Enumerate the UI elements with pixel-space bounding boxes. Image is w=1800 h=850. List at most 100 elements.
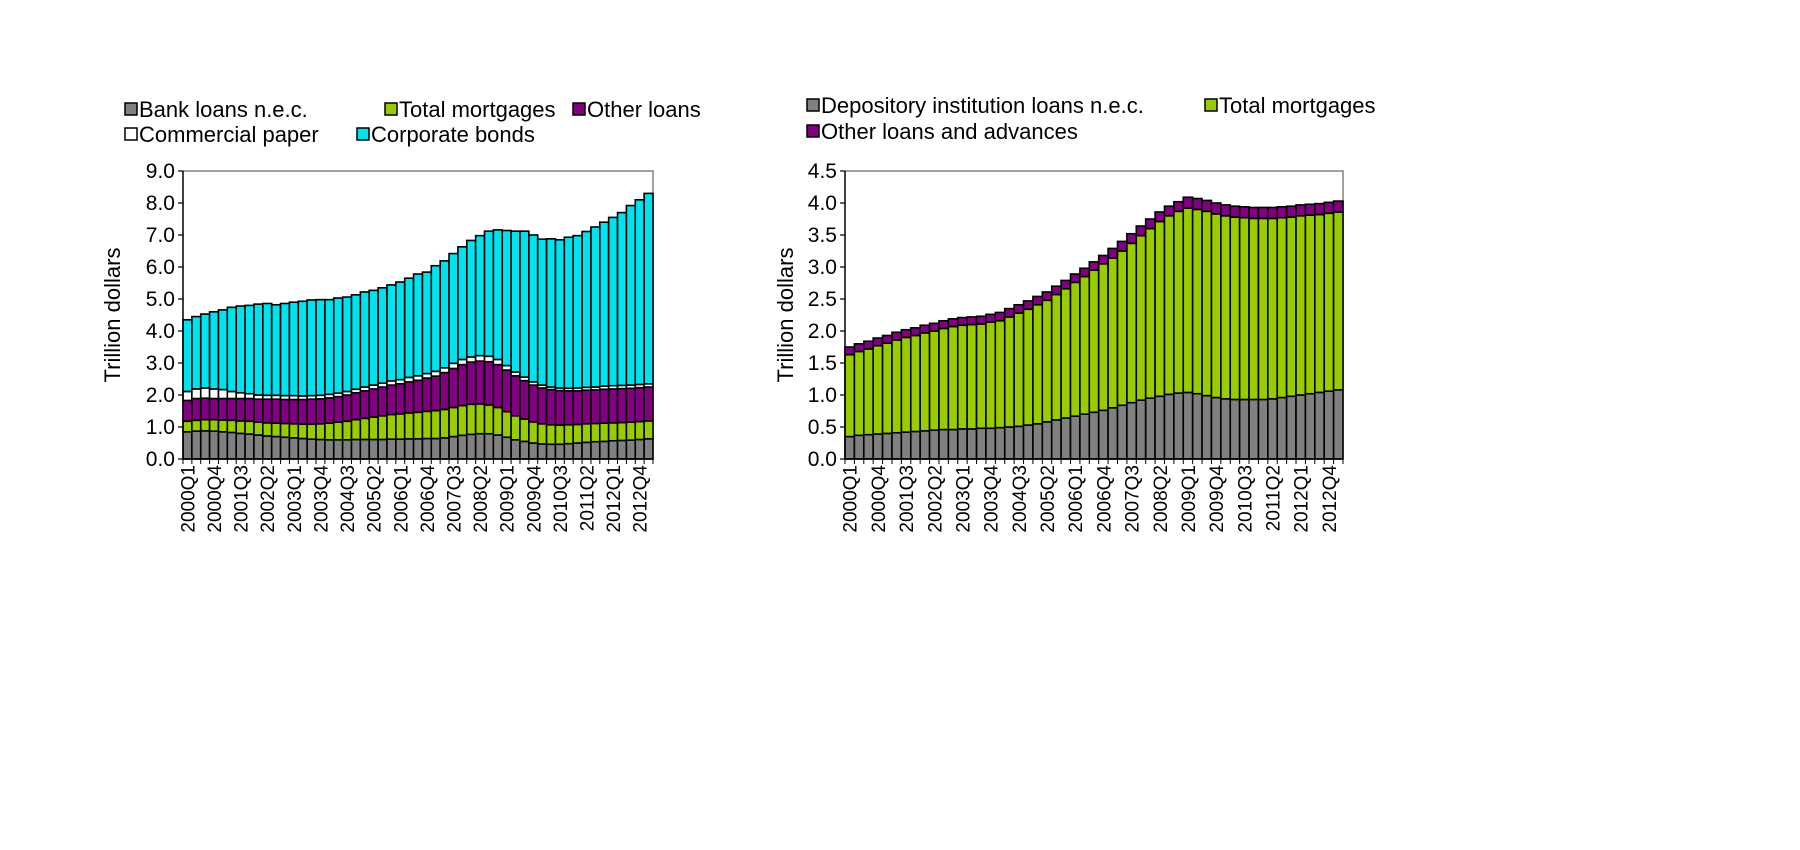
bar-segment-corporate-bonds xyxy=(536,238,548,386)
bar-segment-depository-institution-loans-n-e-c xyxy=(1135,399,1147,460)
bar-segment-bank-loans-n-e-c xyxy=(643,438,654,460)
bar-segment-bank-loans-n-e-c xyxy=(199,430,211,460)
bar-segment-other-loans-and-advances xyxy=(919,324,931,334)
bar-segment-corporate-bonds xyxy=(235,305,246,394)
bar-segment-total-mortgages xyxy=(386,413,397,440)
y-tick-label: 3.0 xyxy=(808,256,837,279)
bar-segment-total-mortgages xyxy=(598,422,610,443)
bar-segment-total-mortgages xyxy=(1050,293,1062,421)
bar-segment-total-mortgages xyxy=(844,353,856,438)
bar-segment-total-mortgages xyxy=(956,324,968,430)
bar-segment-depository-institution-loans-n-e-c xyxy=(947,428,959,460)
x-tick-label: 2011Q2 xyxy=(578,465,599,531)
bar-segment-depository-institution-loans-n-e-c xyxy=(1013,425,1025,460)
bar-segment-total-mortgages xyxy=(403,412,415,440)
bar-segment-total-mortgages xyxy=(572,423,583,444)
bar-segment-corporate-bonds xyxy=(590,226,601,388)
legend-swatch xyxy=(572,102,586,116)
bar-segment-corporate-bonds xyxy=(421,271,433,375)
bar-segment-corporate-bonds xyxy=(572,234,583,389)
y-tick-label: 6.0 xyxy=(146,256,175,279)
bar-segment-total-mortgages xyxy=(616,421,628,442)
bar-segment-total-mortgages xyxy=(581,422,592,444)
bar-segment-bank-loans-n-e-c xyxy=(191,430,202,460)
legend-swatch xyxy=(384,102,398,116)
bar-segment-total-mortgages xyxy=(1079,275,1091,416)
bar-segment-total-mortgages xyxy=(900,336,912,433)
bar-segment-depository-institution-loans-n-e-c xyxy=(985,427,997,460)
bar-segment-other-loans xyxy=(226,397,238,422)
bar-segment-bank-loans-n-e-c xyxy=(510,438,521,460)
bar-segment-corporate-bonds xyxy=(191,315,202,390)
bar-segment-total-mortgages xyxy=(872,344,884,435)
bar-segment-other-loans xyxy=(217,397,229,421)
bar-segment-bank-loans-n-e-c xyxy=(341,438,353,460)
bar-segment-corporate-bonds xyxy=(545,238,557,388)
bar-segment-other-loans xyxy=(581,389,592,425)
bar-segment-corporate-bonds xyxy=(474,234,486,357)
legend-label: Commercial paper xyxy=(139,122,319,147)
bar-segment-total-mortgages xyxy=(1304,214,1316,395)
bar-segment-total-mortgages xyxy=(554,424,566,446)
bar-segment-depository-institution-loans-n-e-c xyxy=(1220,398,1232,460)
bar-segment-other-loans xyxy=(270,398,282,424)
bar-segment-depository-institution-loans-n-e-c xyxy=(881,432,893,460)
bar-segment-other-loans-and-advances xyxy=(1229,205,1241,218)
bar-segment-bank-loans-n-e-c xyxy=(217,430,229,460)
bar-segment-other-loans-and-advances xyxy=(956,316,968,327)
bar-segment-depository-institution-loans-n-e-c xyxy=(928,429,940,460)
bar-segment-depository-institution-loans-n-e-c xyxy=(1060,417,1072,460)
y-tick-label: 0.5 xyxy=(808,416,837,439)
bar-segment-other-loans xyxy=(465,361,477,406)
bar-segment-total-mortgages xyxy=(1210,213,1222,399)
bar-segment-other-loans xyxy=(501,369,512,413)
bar-segment-corporate-bonds xyxy=(563,236,574,390)
bar-segment-total-mortgages xyxy=(985,321,997,430)
bar-segment-total-mortgages xyxy=(377,414,388,441)
legend-label: Other loans and advances xyxy=(821,119,1078,144)
bar-segment-total-mortgages xyxy=(1135,234,1147,401)
bar-segment-commercial-paper xyxy=(199,387,211,399)
bar-segment-other-loans xyxy=(324,397,335,424)
bar-segment-corporate-bonds xyxy=(226,306,238,393)
bar-segment-total-mortgages xyxy=(1126,242,1138,404)
y-tick-label: 2.0 xyxy=(808,320,837,343)
bar-segment-other-loans xyxy=(253,398,264,424)
bar-segment-corporate-bonds xyxy=(616,211,628,387)
bar-segment-total-mortgages xyxy=(1248,217,1260,401)
bar-segment-other-loans xyxy=(262,398,273,424)
bar-segment-depository-institution-loans-n-e-c xyxy=(919,430,931,460)
bar-segment-depository-institution-loans-n-e-c xyxy=(1116,404,1128,460)
bar-segment-depository-institution-loans-n-e-c xyxy=(1201,394,1213,460)
x-tick-label: 2001Q3 xyxy=(232,465,253,533)
bar-segment-total-mortgages xyxy=(324,422,335,441)
bar-segment-corporate-bonds xyxy=(386,284,397,382)
bar-segment-total-mortgages xyxy=(279,422,291,439)
bar-segment-bank-loans-n-e-c xyxy=(306,438,317,460)
bar-segment-other-loans xyxy=(439,371,450,411)
bar-segment-other-loans-and-advances xyxy=(1285,205,1297,218)
bar-segment-total-mortgages xyxy=(341,420,353,441)
bar-segment-total-mortgages xyxy=(226,419,238,434)
bar-segment-corporate-bonds xyxy=(324,298,335,396)
bar-segment-bank-loans-n-e-c xyxy=(607,439,619,460)
bar-segment-corporate-bonds xyxy=(350,294,362,391)
bar-segment-other-loans-and-advances xyxy=(1248,206,1260,220)
bar-segment-corporate-bonds xyxy=(244,304,255,395)
x-tick-label: 2010Q3 xyxy=(1235,465,1256,533)
legend-swatch xyxy=(806,98,820,112)
bar-segment-bank-loans-n-e-c xyxy=(519,440,530,460)
bar-segment-total-mortgages xyxy=(634,420,645,441)
bar-segment-other-loans-and-advances xyxy=(1126,232,1138,245)
y-tick-label: 9.0 xyxy=(146,160,175,183)
y-tick-label: 0.0 xyxy=(146,448,175,471)
bar-segment-other-loans xyxy=(510,374,521,417)
bar-segment-bank-loans-n-e-c xyxy=(279,436,291,460)
bar-segment-corporate-bonds xyxy=(501,229,512,367)
bar-segment-corporate-bonds xyxy=(341,296,353,393)
bar-segment-total-mortgages xyxy=(975,323,987,430)
bar-segment-other-loans-and-advances xyxy=(1173,200,1185,213)
bar-segment-total-mortgages xyxy=(306,423,317,440)
bar-segment-total-mortgages xyxy=(1154,220,1166,398)
